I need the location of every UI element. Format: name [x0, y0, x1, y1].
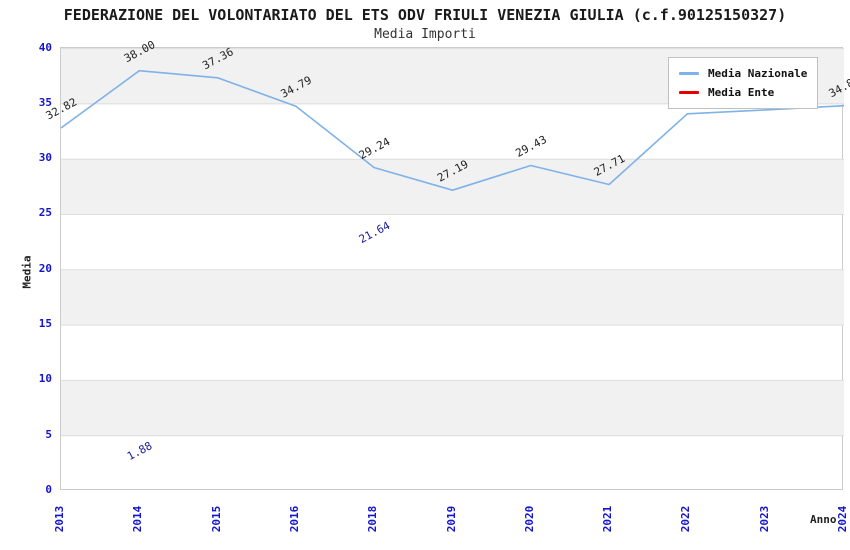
x-tick-label: 2015	[209, 505, 223, 533]
y-tick-label: 0	[45, 483, 52, 496]
x-tick-label: 2022	[679, 505, 693, 533]
legend-item-media-nazionale: Media Nazionale	[679, 64, 807, 83]
chart-subtitle: Media Importi	[374, 27, 476, 42]
x-tick-label: 2019	[444, 505, 458, 533]
x-tick-label: 2023	[757, 505, 771, 533]
x-tick-label: 2016	[287, 505, 301, 533]
y-tick-label: 5	[45, 427, 52, 441]
legend-swatch-blue-line-icon	[679, 72, 699, 75]
data-label: 29.43	[513, 133, 548, 160]
y-tick-label: 10	[38, 372, 52, 386]
data-label: 1.88	[125, 439, 155, 463]
legend-swatch-red-line-icon	[679, 91, 699, 94]
x-tick-label: 2014	[131, 505, 145, 533]
y-tick-label: 40	[38, 40, 52, 54]
x-axis-label: Anno	[810, 513, 837, 526]
legend-item-media-ente: Media Ente	[679, 83, 807, 102]
chart-legend: Media Nazionale Media Ente	[668, 57, 819, 109]
shaded-band	[61, 269, 844, 326]
shaded-band	[61, 380, 844, 436]
series-line	[60, 69, 845, 191]
plot-area: 32.82 38.00 37.36 34.79 29.24 27.19 29.43 27.71…	[44, 38, 850, 490]
legend-label: Media Ente	[708, 86, 775, 99]
x-tick-label: 2018	[366, 505, 380, 533]
x-tick-label: 2020	[522, 505, 536, 533]
legend-label: Media Nazionale	[708, 67, 808, 80]
y-tick-label: 35	[38, 95, 52, 109]
x-tick-label: 2024	[836, 505, 849, 533]
data-label: 21.64	[357, 219, 393, 246]
y-tick-label: 25	[38, 206, 52, 220]
chart-title: FEDERAZIONE DEL VOLONTARIATO DEL ETS ODV…	[63, 6, 787, 24]
y-tick-label: 20	[38, 261, 52, 275]
y-tick-label: 15	[38, 317, 52, 331]
x-tick-label: 2013	[53, 505, 66, 533]
y-axis-label: Media	[20, 255, 34, 289]
shaded-band	[61, 159, 844, 215]
y-tick-label: 30	[38, 151, 52, 165]
data-label: 29.24	[357, 135, 393, 162]
x-tick-label: 2021	[601, 505, 615, 533]
